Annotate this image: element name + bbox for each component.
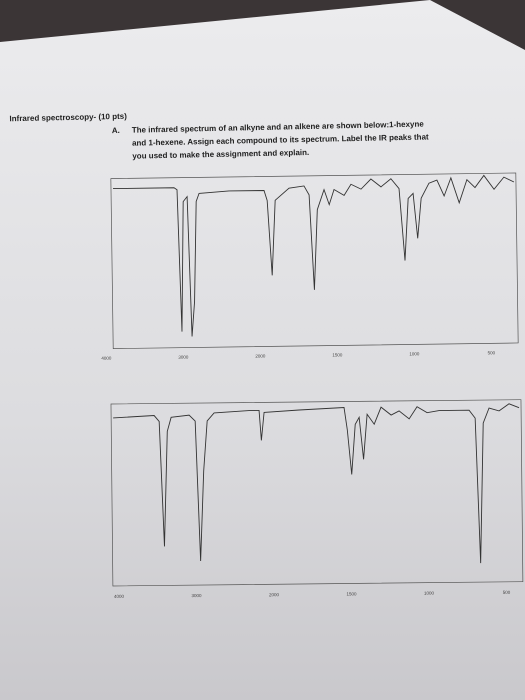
x-tick-label: 1500 — [332, 352, 343, 357]
spectrum-top: 4000 3000 2000 1500 1000 500 — [101, 172, 519, 361]
spectrum-bottom: 4000 3000 2000 1500 1000 500 — [110, 399, 524, 599]
background — [430, 0, 525, 50]
part-label: A. — [112, 126, 120, 135]
x-tick-label: 1000 — [409, 351, 420, 356]
x-tick-label: 4000 — [114, 594, 125, 599]
x-tick-label: 2000 — [255, 353, 266, 358]
spectrum-frame — [110, 172, 519, 349]
x-tick-label: 3000 — [191, 593, 202, 598]
spectrum-frame — [110, 399, 524, 587]
x-tick-label: 3000 — [178, 355, 189, 360]
x-tick-label: 500 — [503, 590, 511, 595]
x-tick-label: 2000 — [269, 592, 280, 597]
spectrum-trace — [113, 403, 520, 564]
x-tick-label: 4000 — [101, 356, 112, 361]
x-tick-label: 1000 — [424, 591, 435, 596]
x-tick-label: 500 — [488, 350, 496, 355]
x-tick-label: 1500 — [346, 591, 357, 596]
spectrum-trace — [112, 174, 515, 337]
prompt-line: you used to make the assignment and expl… — [132, 148, 309, 161]
question-title: Infrared spectroscopy- (10 pts) — [9, 112, 127, 123]
